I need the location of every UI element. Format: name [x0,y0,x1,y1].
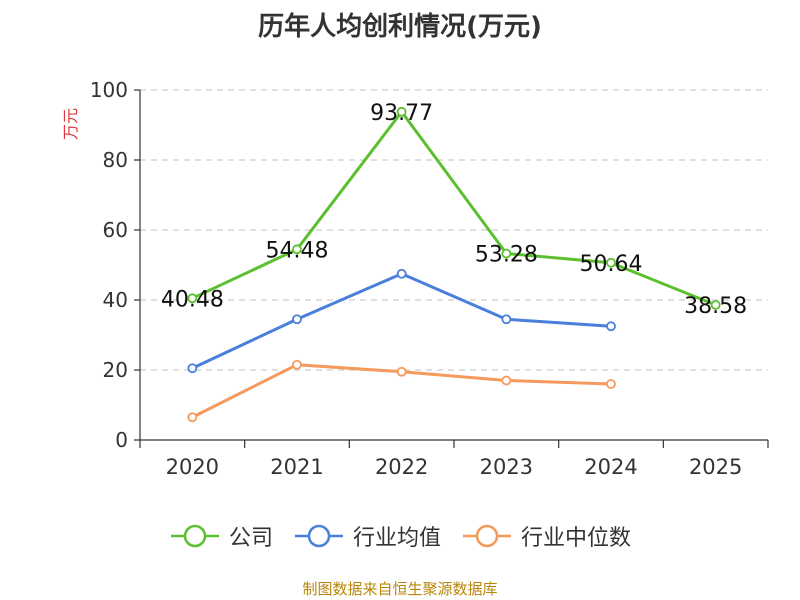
data-point-industry-avg [187,363,198,374]
data-label-company: 93.77 [370,101,433,126]
x-tick-label: 2020 [166,455,219,479]
x-tick-label: 2021 [270,455,323,479]
data-point-company [187,293,198,304]
data-point-company [710,300,721,310]
x-tick-label: 2024 [584,455,637,479]
data-point-industry-median [501,375,512,386]
x-tick-label: 2025 [689,455,742,479]
legend-marker-industry-avg [294,524,343,548]
data-point-company [292,244,302,255]
data-point-industry-avg [606,321,616,332]
series-line-industry-avg [191,272,612,370]
x-tick-label: 2023 [480,455,533,479]
data-point-company [501,248,512,259]
data-point-company [396,106,407,117]
y-tick-label: 0 [115,428,128,452]
legend: 公司 行业均值 行业中位数 [0,518,800,554]
legend-marker-company [170,524,219,548]
data-point-industry-avg [501,314,512,325]
data-point-industry-median [292,359,302,370]
x-tick-label: 2022 [375,455,428,479]
data-label-company: 38.58 [684,294,747,319]
legend-label-company: 公司 [228,526,273,551]
y-tick-label: 60 [103,218,128,242]
legend-label-industry-median: 行业中位数 [521,526,632,551]
series-line-company [191,110,717,307]
data-source-note: 制图数据来自恒生聚源数据库 [302,580,498,598]
chart-title: 历年人均创利情况(万元) [258,12,542,42]
legend-item-company[interactable]: 公司 [169,520,273,552]
data-point-industry-avg [396,268,407,279]
data-label-company: 50.64 [580,252,643,277]
y-tick-label: 100 [90,78,128,102]
data-point-industry-avg [292,314,302,325]
data-label-company: 40.48 [161,287,224,312]
data-point-industry-median [396,366,407,377]
y-tick-label: 40 [103,288,128,312]
data-point-industry-median [606,379,616,389]
data-point-industry-median [187,412,198,423]
data-label-company: 53.28 [475,243,538,268]
y-tick-label: 80 [103,148,128,172]
legend-label-industry-avg: 行业均值 [352,526,441,551]
data-point-company [606,257,616,268]
data-label-company: 54.48 [266,238,329,263]
y-tick-label: 20 [103,358,128,382]
legend-marker-industry-median [463,524,511,548]
legend-item-industry-median[interactable]: 行业中位数 [461,520,631,552]
legend-item-industry-avg[interactable]: 行业均值 [293,520,441,552]
